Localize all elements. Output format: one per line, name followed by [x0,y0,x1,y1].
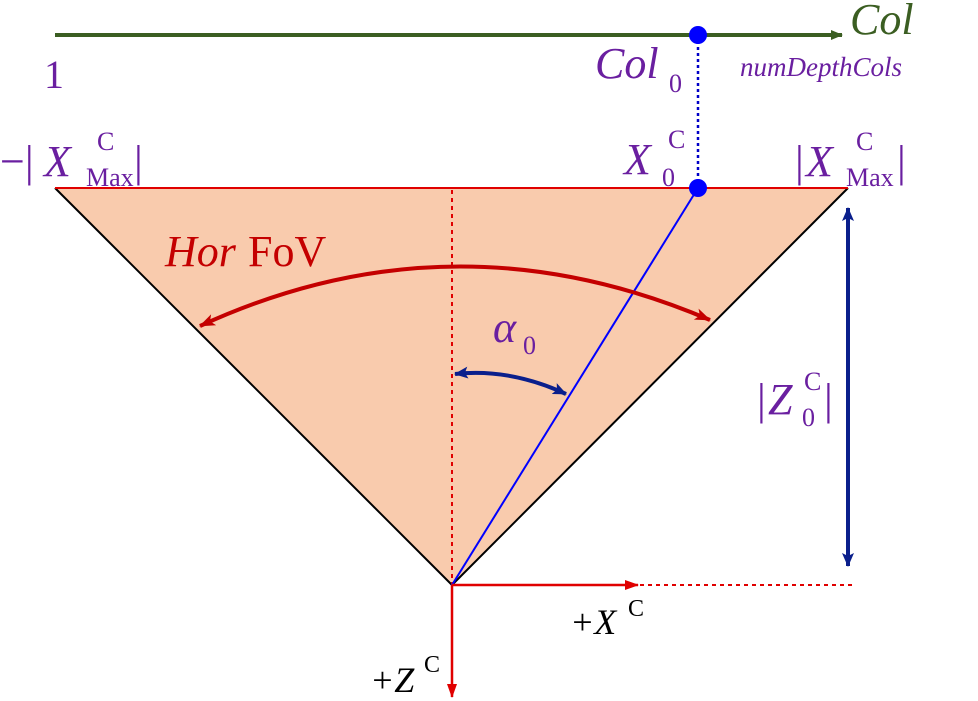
xmax-sub: Max [846,163,894,192]
col-start-label: 1 [44,52,64,97]
horfov-arc [199,264,711,328]
horfov-label-normal: FoV [248,227,326,276]
ray-to-x0 [451,187,699,586]
col0-marker [689,26,707,44]
xmax-bar-right: | [897,137,906,186]
x-axis-sup: C [628,596,644,622]
col-end-label: Col [850,0,914,44]
neg-xmax-sup: C [97,127,114,156]
num-depth-cols-label: numDepthCols [740,52,902,82]
alpha-subscript: 0 [523,331,536,360]
fov-triangle [55,188,848,585]
z0-sup: C [804,367,821,396]
neg-xmax-sub: Max [86,163,134,192]
xmax-bar-left: | [795,137,804,186]
z-axis-label: +Z [370,660,415,700]
xmax-sup: C [856,127,873,156]
neg-xmax-bar: | [134,137,143,186]
z-axis-sup: C [424,652,440,678]
neg-xmax-prefix: −| [0,137,34,186]
alpha-arc [454,366,567,396]
x0-sup: C [668,125,685,154]
x0-sub: 0 [662,163,675,192]
z0-bar-right: | [824,375,833,424]
col0-subscript: 0 [669,69,682,98]
fov-right-edge [451,187,849,586]
neg-xmax-letter: X [42,137,73,186]
alpha-letter: α [493,303,517,352]
z0-bar-left: | [757,375,766,424]
x0-letter: X [622,135,653,184]
fov-left-edge [54,187,453,586]
col0-label: Col [595,39,659,88]
xmax-letter: X [804,137,835,186]
horfov-label-italic: Hor [164,227,237,276]
z0-sub: 0 [802,403,815,432]
z0-letter: Z [768,375,793,424]
x-axis-label: +X [570,602,618,642]
